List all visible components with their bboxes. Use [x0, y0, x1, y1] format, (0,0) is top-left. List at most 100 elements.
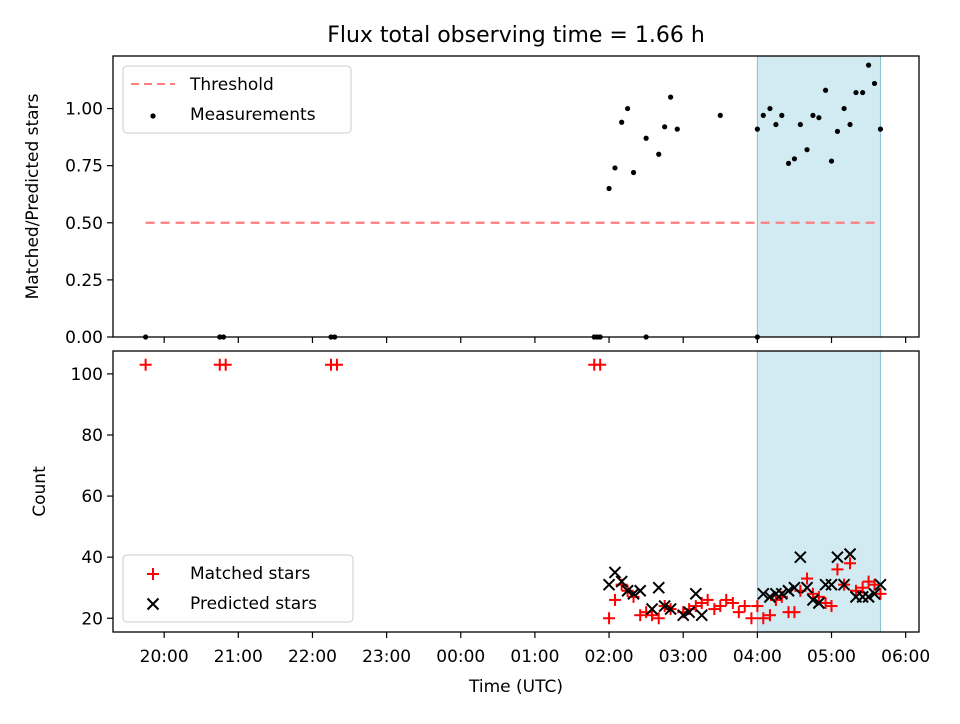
legend-measurement-label: Measurements — [190, 105, 316, 125]
measurement-point — [619, 119, 625, 125]
legend-threshold-label: Threshold — [189, 75, 274, 95]
matched-star-marker — [849, 584, 862, 597]
y-tick-label: 80 — [81, 426, 103, 446]
predicted-star-marker — [615, 575, 628, 588]
bottom-legend-box — [122, 554, 354, 623]
legend-plus-marker — [147, 568, 159, 580]
x-tick-label: 22:00 — [288, 647, 337, 667]
measurement-point — [847, 121, 853, 128]
matched-star-marker — [608, 593, 621, 606]
cross-stroke-b — [676, 608, 690, 622]
predicted-star-marker — [800, 581, 814, 594]
matched-star-marker — [868, 578, 881, 591]
measurement-point — [791, 156, 798, 162]
matched-star-marker — [757, 612, 770, 625]
measurement-point — [834, 128, 841, 134]
matched-star-marker — [139, 358, 152, 371]
legend-cross-marker — [146, 597, 160, 611]
y-tick-label: 1.00 — [65, 100, 103, 120]
matched-star-marker — [801, 572, 814, 585]
cross-stroke-b — [812, 596, 826, 610]
x-tick-label: 21:00 — [214, 647, 263, 667]
matched-star-marker — [726, 596, 739, 609]
matched-star-marker — [652, 612, 665, 625]
y-tick-label: 0.75 — [65, 157, 103, 177]
cross-stroke-b — [608, 566, 622, 579]
measurement-point — [779, 112, 785, 118]
cross-stroke-b — [682, 605, 696, 619]
chart-title: Flux total observing time = 1.66 h — [327, 23, 705, 48]
predicted-star-marker — [689, 587, 703, 601]
measurement-point — [624, 105, 631, 112]
predicted-star-marker — [652, 581, 665, 594]
bottom-x-axis-label: Time (UTC) — [468, 677, 563, 697]
measurement-point — [674, 126, 680, 132]
y-tick-label: 20 — [81, 609, 103, 629]
matched-star-marker — [751, 600, 764, 613]
y-tick-label: 0.00 — [65, 328, 103, 348]
predicted-star-marker — [621, 584, 634, 597]
matched-star-marker — [646, 609, 659, 622]
predicted-star-marker — [837, 578, 851, 591]
matched-star-markers — [139, 358, 887, 625]
y-tick-label: 100 — [71, 365, 103, 385]
predicted-star-marker — [825, 578, 838, 591]
predicted-star-marker — [627, 587, 640, 601]
predicted-star-marker — [695, 608, 708, 622]
cross-stroke-b — [652, 581, 665, 594]
cross-stroke-b — [775, 587, 789, 601]
cross-stroke-b — [794, 550, 807, 564]
predicted-star-marker — [763, 590, 777, 604]
bottom-observing-window — [756, 350, 881, 633]
x-tick-label: 20:00 — [140, 647, 189, 667]
measurement-point — [853, 89, 859, 96]
x-tick-label: 05:00 — [807, 647, 856, 667]
cross-stroke-b — [633, 584, 647, 597]
measurement-point — [760, 112, 766, 118]
predicted-star-marker — [812, 596, 826, 610]
predicted-star-marker — [775, 587, 789, 601]
cross-stroke-b — [645, 602, 659, 616]
measurement-point — [860, 89, 866, 96]
cross-stroke-b — [757, 587, 770, 601]
measurement-point — [804, 147, 810, 153]
bottom-axes-frame — [112, 350, 920, 633]
x-tick-label: 04:00 — [733, 647, 782, 667]
legend-matched-label: Matched stars — [190, 564, 310, 584]
cross-stroke-b — [695, 608, 708, 622]
matched-star-marker — [714, 600, 727, 613]
x-tick-label: 00:00 — [436, 647, 485, 667]
top-legend-box — [122, 65, 352, 134]
cross-stroke-b — [658, 599, 671, 613]
measurement-point — [822, 87, 829, 93]
measurement-point — [773, 121, 779, 128]
legend-measurement-swatch — [150, 113, 156, 119]
matched-star-marker — [634, 609, 647, 622]
cross-stroke-b — [788, 581, 801, 594]
cross-stroke-b — [825, 578, 838, 591]
y-tick-label: 0.25 — [65, 271, 103, 291]
measurement-point — [810, 112, 816, 118]
x-tick-label: 01:00 — [510, 647, 559, 667]
matched-star-marker — [738, 600, 751, 613]
matched-star-marker — [732, 606, 745, 619]
matched-star-marker — [874, 587, 887, 600]
matched-star-marker — [831, 563, 844, 576]
cross-stroke-b — [831, 550, 844, 564]
top-axes-frame — [112, 55, 920, 338]
predicted-star-marker — [794, 550, 807, 564]
matched-star-marker — [825, 600, 838, 613]
cross-stroke-b — [615, 575, 628, 588]
matched-star-marker — [720, 593, 733, 606]
cross-stroke-b — [782, 584, 795, 597]
x-tick-label: 02:00 — [585, 647, 634, 667]
measurement-point — [797, 121, 803, 128]
legend-predicted-swatch — [146, 597, 160, 611]
measurement-point — [841, 105, 847, 112]
matched-star-marker — [701, 593, 714, 606]
predicted-star-marker — [664, 602, 677, 616]
bottom-panel: 20 40 60 80 100 20:00 21:00 22:00 23:00 00:00 01:… — [30, 350, 930, 697]
top-x-ticks — [163, 337, 907, 343]
predicted-star-marker — [676, 608, 690, 622]
